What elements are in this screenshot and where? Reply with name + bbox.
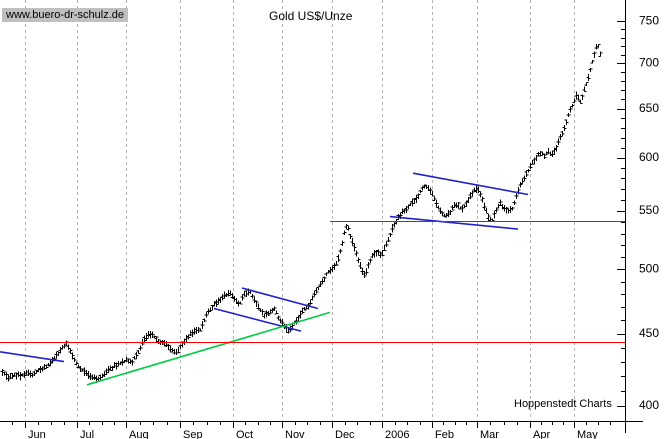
y-axis-label-650: 650	[639, 101, 659, 115]
trendline-blue-downtrend-jun	[0, 351, 65, 363]
trendline-green-uptrend	[86, 311, 331, 386]
x-axis-label-Sep: Sep	[183, 429, 203, 439]
x-axis-label-Oct: Oct	[236, 429, 253, 439]
chart-credit-label: Hoppenstedt Charts	[514, 398, 612, 410]
y-axis-label-700: 700	[639, 56, 659, 70]
y-axis-label-400: 400	[639, 398, 659, 412]
trendline-flag1-lower	[213, 307, 302, 332]
x-axis-ticks	[12, 421, 611, 428]
price-open-close-ticks	[0, 43, 603, 380]
y-axis-label-500: 500	[639, 261, 659, 275]
y-axis-ticks	[617, 21, 625, 407]
trendline-flag1-upper	[241, 287, 319, 310]
y-axis-label-600: 600	[639, 150, 659, 164]
chart-title: Gold US$/Unze	[269, 9, 353, 23]
y-axis-label-450: 450	[639, 326, 659, 340]
x-axis-label-Jun: Jun	[28, 429, 46, 439]
trendline-flag2-upper	[412, 172, 529, 196]
x-axis-label-Dec: Dec	[335, 429, 355, 439]
x-axis-label-Apr: Apr	[533, 429, 550, 439]
x-axis-label-Jul: Jul	[80, 429, 94, 439]
x-axis-label-May: May	[577, 429, 598, 439]
x-axis-label-Nov: Nov	[285, 429, 305, 439]
x-axis-label-2006: 2006	[385, 429, 409, 439]
x-axis-label-Feb: Feb	[435, 429, 454, 439]
trendline-flag2-lower	[389, 215, 519, 230]
x-axis-label-Aug: Aug	[129, 429, 149, 439]
watermark-label: www.buero-dr-schulz.de	[2, 8, 128, 22]
y-axis-label-550: 550	[639, 203, 659, 217]
price-bars	[2, 44, 601, 384]
y-axis-label-750: 750	[639, 13, 659, 27]
x-axis-label-Mar: Mar	[480, 429, 499, 439]
